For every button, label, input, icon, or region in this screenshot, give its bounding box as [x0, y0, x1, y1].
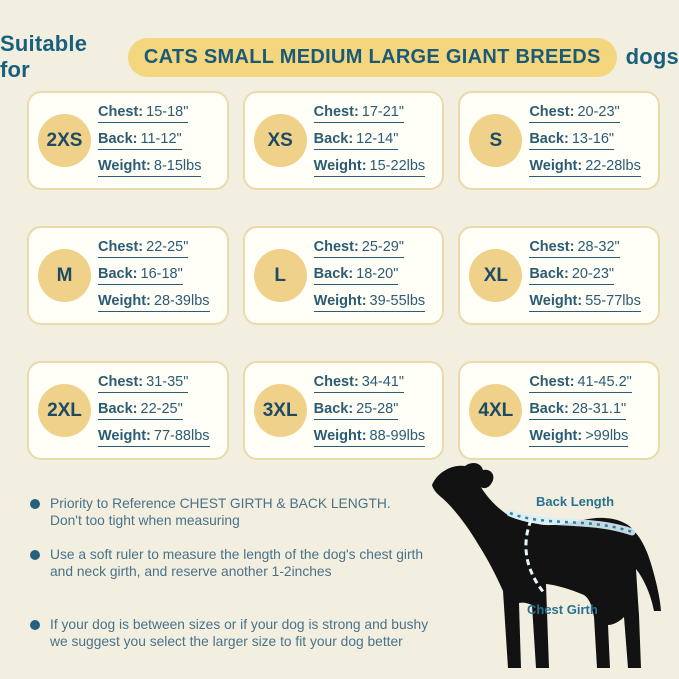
size-badge: 3XL — [253, 384, 307, 437]
size-chart-grid: 2XS Chest: 15-18" Back: 11-12" Weight: 8-15… — [27, 91, 660, 460]
header-suffix: dogs — [625, 44, 679, 69]
note-line: we suggest you select the larger size to… — [50, 634, 403, 649]
chest-measure: Chest: 20-23" — [529, 104, 620, 123]
chest-measure: Chest: 17-21" — [313, 104, 405, 123]
dog-body-shape — [432, 462, 661, 668]
back-measure: Back: 11-12" — [98, 131, 182, 150]
weight-measure: Weight: 39-55lbs — [313, 293, 426, 312]
note-item-priority: Priority to Reference CHEST GIRTH & BACK… — [30, 495, 470, 529]
chest-measure: Chest: 25-29" — [313, 239, 405, 258]
note-item-between-sizes: If your dog is between sizes or if your … — [30, 616, 470, 650]
note-line: Don't too tight when measuring — [50, 513, 240, 528]
size-card-2xl: 2XL Chest: 31-35" Back: 22-25" Weight: 77-8… — [27, 361, 229, 460]
size-badge: 2XS — [38, 114, 91, 167]
chest-measure: Chest: 22-25" — [98, 239, 189, 258]
size-badge: XL — [469, 249, 523, 302]
weight-measure: Weight: 77-88lbs — [98, 428, 210, 447]
size-card-2xs: 2XS Chest: 15-18" Back: 11-12" Weight: 8-15… — [27, 91, 229, 190]
back-length-label: Back Length — [536, 494, 615, 509]
size-card-l: L Chest: 25-29" Back: 18-20" Weight: 39-55l… — [242, 226, 445, 325]
chest-measure: Chest: 28-32" — [529, 239, 620, 258]
back-measure: Back: 18-20" — [313, 266, 399, 285]
chest-measure: Chest: 41-45.2" — [529, 374, 632, 393]
weight-measure: Weight: 8-15lbs — [98, 158, 202, 177]
note-item-soft-ruler: Use a soft ruler to measure the length o… — [30, 546, 470, 580]
bullet-icon — [30, 620, 40, 630]
size-badge: S — [469, 114, 523, 167]
breeds-highlight-pill: CATS SMALL MEDIUM LARGE GIANT BREEDS — [127, 37, 617, 77]
size-badge: L — [253, 249, 307, 302]
note-line: Priority to Reference CHEST GIRTH & BACK… — [50, 496, 391, 511]
size-badge: 4XL — [469, 384, 523, 437]
dog-measurement-diagram: Back Length Chest Girth — [424, 455, 679, 679]
bullet-icon — [30, 499, 40, 509]
weight-measure: Weight: 15-22lbs — [313, 158, 426, 177]
size-card-m: M Chest: 22-25" Back: 16-18" Weight: 28-39l… — [27, 226, 229, 325]
back-length-tape-ticks — [509, 511, 633, 534]
size-badge: M — [38, 249, 91, 302]
size-card-xl: XL Chest: 28-32" Back: 20-23" Weight: 55-77… — [458, 226, 660, 325]
back-measure: Back: 12-14" — [313, 131, 399, 150]
header: Suitable for CATS SMALL MEDIUM LARGE GIA… — [0, 31, 679, 83]
note-line: Use a soft ruler to measure the length o… — [50, 547, 424, 562]
size-badge: XS — [253, 114, 307, 167]
chest-measure: Chest: 15-18" — [98, 104, 189, 123]
back-measure: Back: 20-23" — [529, 266, 615, 285]
weight-measure: Weight: 28-39lbs — [98, 293, 210, 312]
bullet-icon — [30, 550, 40, 560]
dog-silhouette-image — [432, 462, 661, 668]
header-prefix: Suitable for — [0, 31, 88, 82]
note-line: and neck girth, and reserve another 1-2i… — [50, 564, 332, 579]
chest-measure: Chest: 31-35" — [98, 374, 189, 393]
weight-measure: Weight: 22-28lbs — [529, 158, 641, 177]
chest-girth-label: Chest Girth — [527, 602, 598, 617]
weight-measure: Weight: 88-99lbs — [313, 428, 426, 447]
size-card-xs: XS Chest: 17-21" Back: 12-14" Weight: 15-22… — [242, 91, 445, 190]
size-card-s: S Chest: 20-23" Back: 13-16" Weight: 22-28l… — [458, 91, 660, 190]
back-measure: Back: 16-18" — [98, 266, 183, 285]
chest-measure: Chest: 34-41" — [313, 374, 405, 393]
measuring-tips-list: Priority to Reference CHEST GIRTH & BACK… — [30, 495, 470, 667]
back-measure: Back: 22-25" — [98, 401, 183, 420]
size-badge: 2XL — [38, 384, 91, 437]
size-card-3xl: 3XL Chest: 34-41" Back: 25-28" Weight: 88-9… — [242, 361, 445, 460]
back-measure: Back: 28-31.1" — [529, 401, 627, 420]
back-measure: Back: 25-28" — [313, 401, 399, 420]
weight-measure: Weight: 55-77lbs — [529, 293, 641, 312]
size-card-4xl: 4XL Chest: 41-45.2" Back: 28-31.1" Weight:… — [458, 361, 660, 460]
weight-measure: Weight: >99lbs — [529, 428, 629, 447]
back-measure: Back: 13-16" — [529, 131, 615, 150]
note-line: If your dog is between sizes or if your … — [50, 617, 429, 632]
